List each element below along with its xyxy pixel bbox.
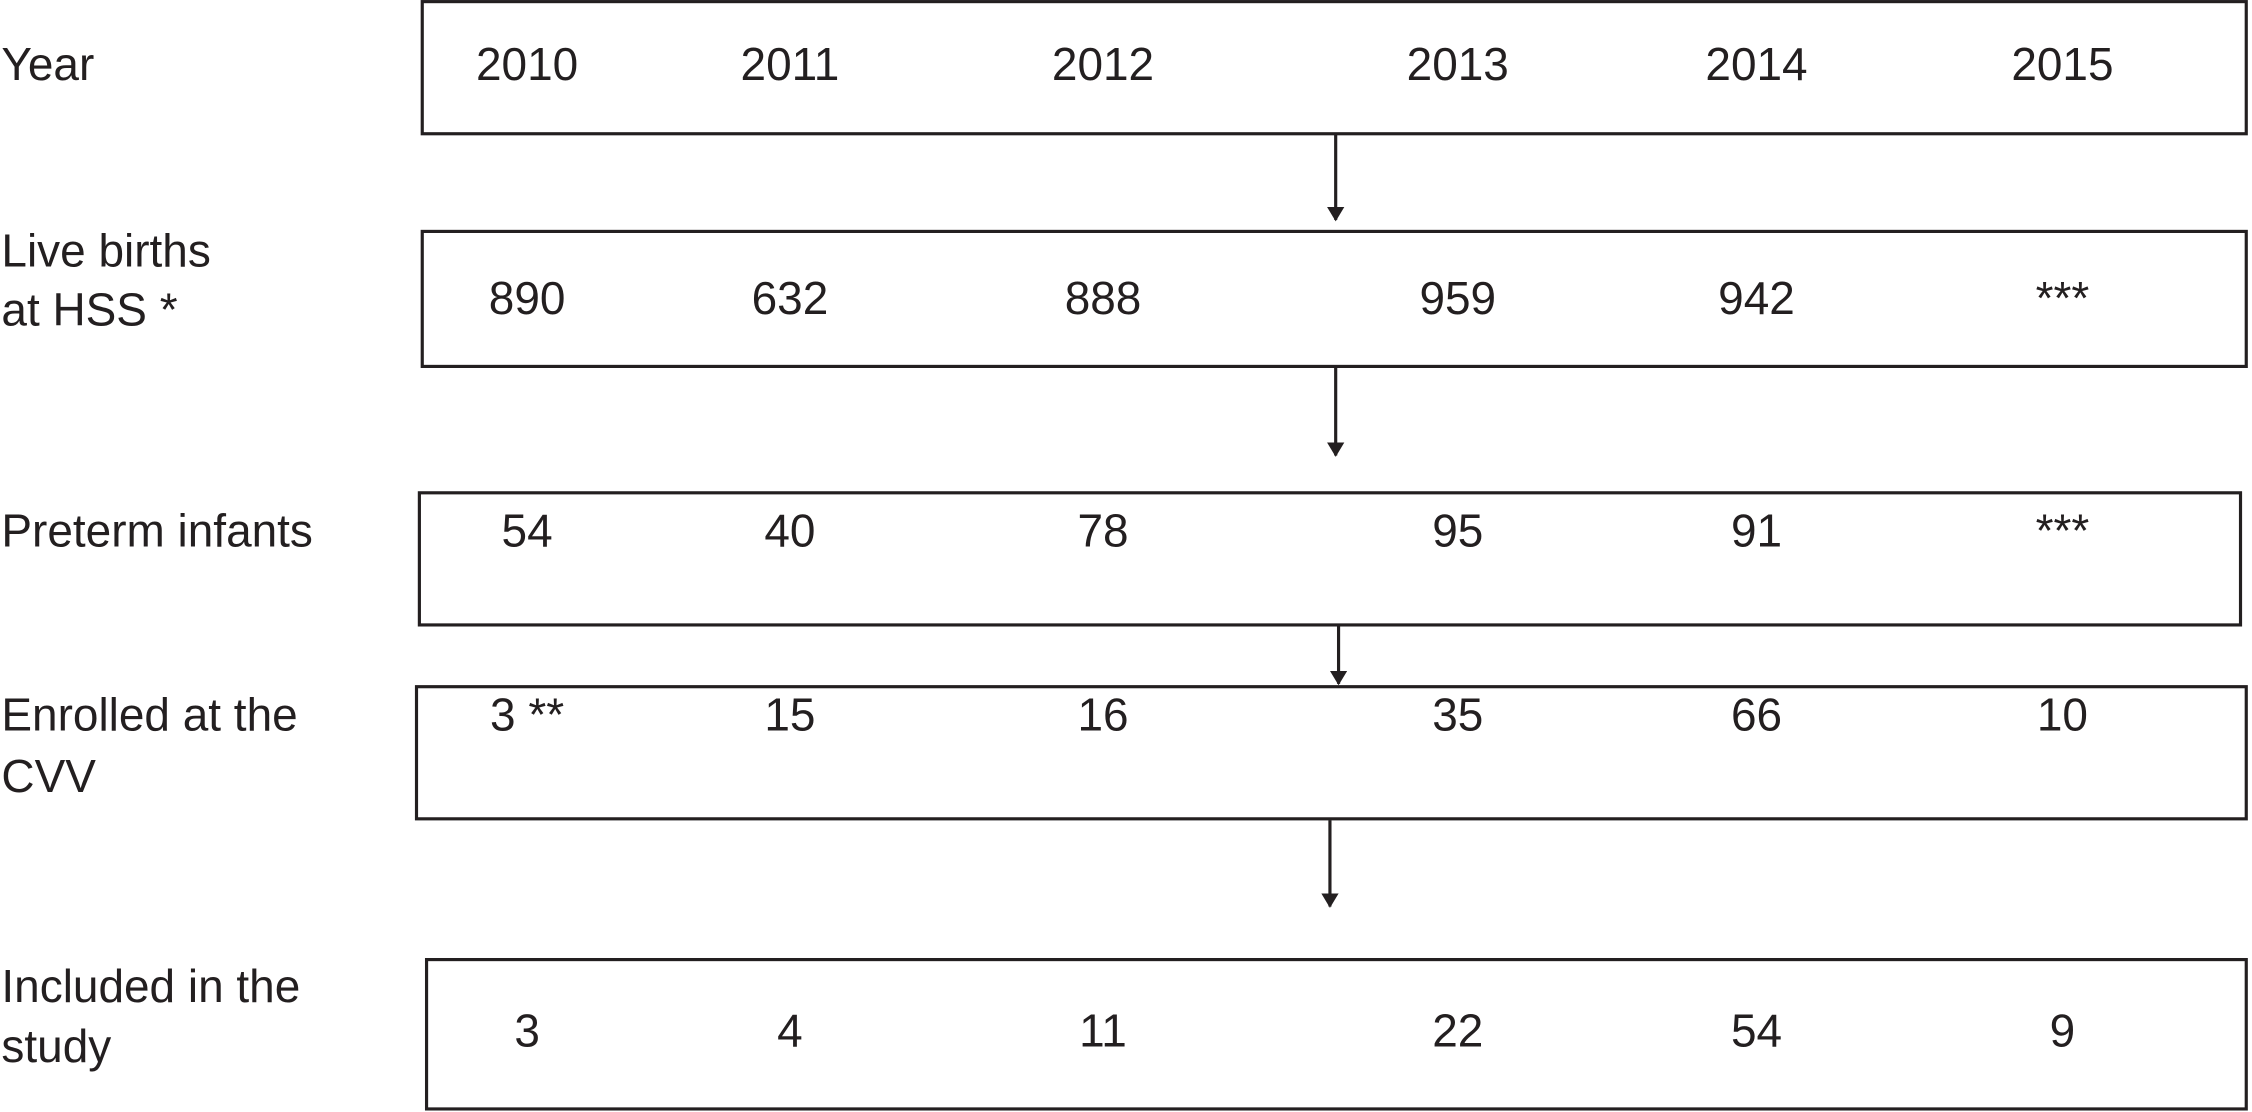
row-box [417,491,2243,627]
cell-value: 54 [502,505,553,557]
cell-value: 942 [1718,272,1795,324]
row-box [420,229,2248,368]
cell-value: 959 [1419,272,1496,324]
row-box [420,0,2248,136]
cell-value: 632 [752,272,829,324]
row-label: Enrolled at the [1,688,297,740]
cell-value: 2011 [741,38,840,90]
cell-value: 10 [2037,688,2088,740]
row-label: at HSS * [1,283,177,335]
row-label: study [1,1020,111,1072]
cell-value: 95 [1432,505,1483,557]
cell-value: 66 [1731,688,1782,740]
row-label: Live births [1,225,210,277]
cell-value: *** [2036,505,2090,557]
cell-value: 2010 [476,38,578,90]
cell-value: 11 [1079,1004,1127,1056]
row-label: Year [1,38,94,90]
row-box [414,685,2248,821]
cell-value: 3 [514,1004,540,1056]
cell-value: 54 [1731,1004,1782,1056]
cell-value: 22 [1432,1004,1483,1056]
row-label: CVV [1,750,96,802]
row-label: Included in the [1,960,300,1012]
cell-value: 4 [777,1004,803,1056]
cell-value: 78 [1077,505,1128,557]
cell-value: 890 [489,272,566,324]
cell-value: 2015 [2011,38,2113,90]
cell-value: 888 [1065,272,1142,324]
row-box [424,957,2248,1111]
cell-value: 3 ** [490,688,564,740]
cell-value: 2013 [1407,38,1509,90]
cell-value: *** [2036,272,2090,324]
cell-value: 2012 [1052,38,1154,90]
cell-value: 2014 [1705,38,1807,90]
cell-value: 35 [1432,688,1483,740]
cell-value: 40 [764,505,815,557]
cell-value: 91 [1731,505,1782,557]
row-label: Preterm infants [1,505,312,557]
cell-value: 16 [1077,688,1128,740]
cell-value: 9 [2050,1004,2076,1056]
cell-value: 15 [764,688,815,740]
